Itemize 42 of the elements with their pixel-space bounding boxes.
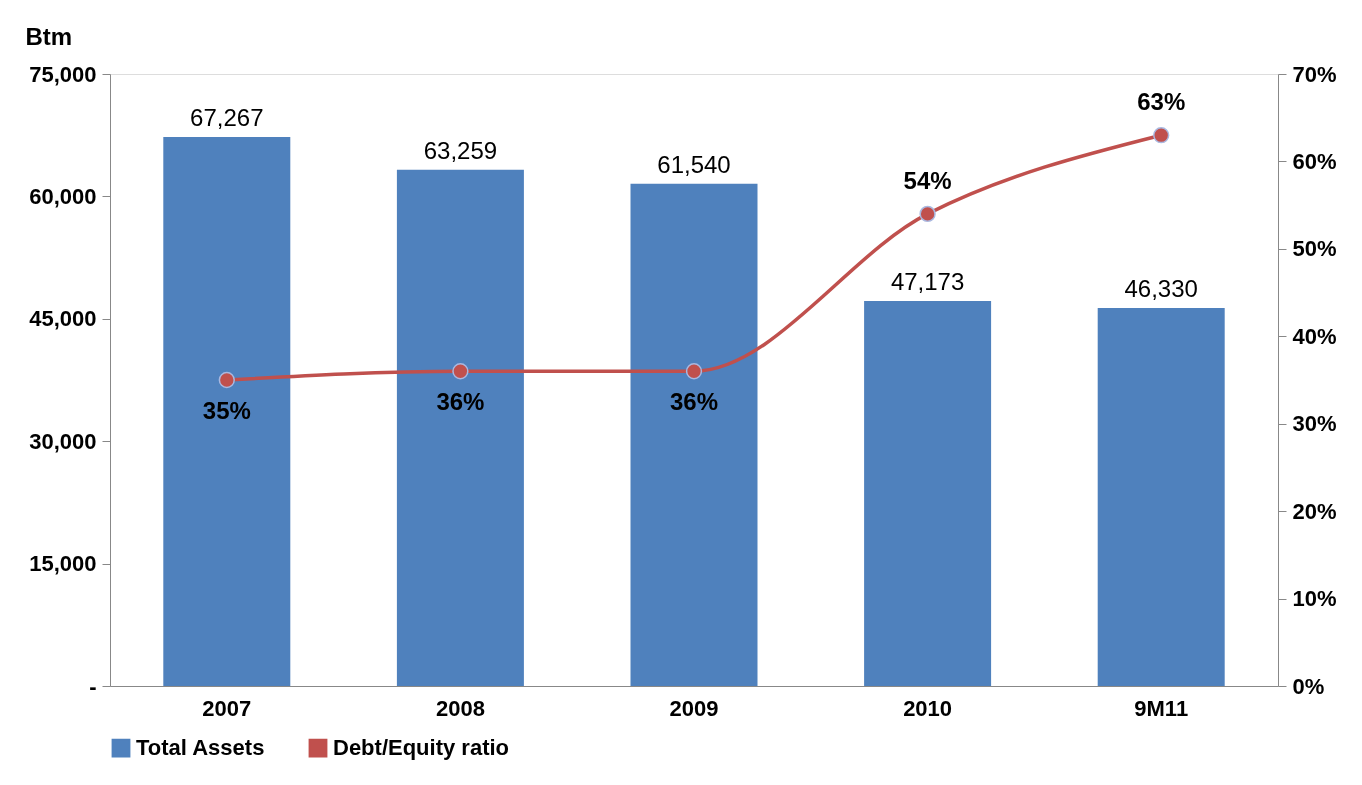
y2-tick-label: 70% (1292, 61, 1337, 87)
y-tick-label: 75,000 (29, 61, 97, 87)
point (685, 363, 703, 380)
bar (864, 301, 992, 686)
point (919, 205, 936, 223)
legend-label: Debt/Equity ratio (333, 735, 510, 761)
y2-tick-label: 30% (1292, 411, 1337, 437)
legend-label: Total Assets (136, 735, 265, 761)
bar (1097, 307, 1225, 686)
point (1153, 127, 1170, 144)
y-tick-label: - (89, 673, 97, 699)
data-label: 54% (903, 166, 952, 194)
y-tick-label: 60,000 (29, 183, 97, 209)
y2-tick-label: 60% (1292, 148, 1337, 174)
data-label: 47,173 (890, 268, 965, 296)
y2-tick-label: 50% (1292, 236, 1337, 262)
y-tick-label: 15,000 (29, 551, 97, 577)
point (452, 363, 469, 380)
y-tick-label: 45,000 (29, 306, 97, 332)
y2-tick-label: 40% (1292, 323, 1337, 349)
y2-tick-label: 0% (1292, 673, 1325, 699)
point (218, 371, 235, 389)
data-label: 63,259 (423, 136, 498, 164)
bar (163, 137, 291, 686)
x-tick-label: 2009 (669, 695, 719, 721)
data-label: 46,330 (1124, 274, 1198, 302)
bar (630, 183, 758, 686)
x-tick-label: 2010 (903, 695, 953, 721)
data-label: 36% (669, 388, 719, 416)
data-label: 35% (202, 397, 251, 424)
data-label: 63% (1137, 88, 1186, 116)
data-label: 67,267 (190, 104, 264, 132)
y-axis-title: Btm (25, 22, 73, 50)
y2-tick-label: 10% (1292, 586, 1337, 612)
x-tick-label: 9M11 (1134, 695, 1189, 721)
data-label: 36% (436, 388, 485, 416)
y2-tick-label: 20% (1292, 498, 1337, 524)
y-tick-label: 30,000 (29, 428, 97, 454)
x-tick-label: 2008 (435, 695, 485, 721)
data-label: 61,540 (657, 150, 731, 178)
x-tick-label: 2007 (202, 695, 252, 721)
bar (396, 169, 524, 686)
